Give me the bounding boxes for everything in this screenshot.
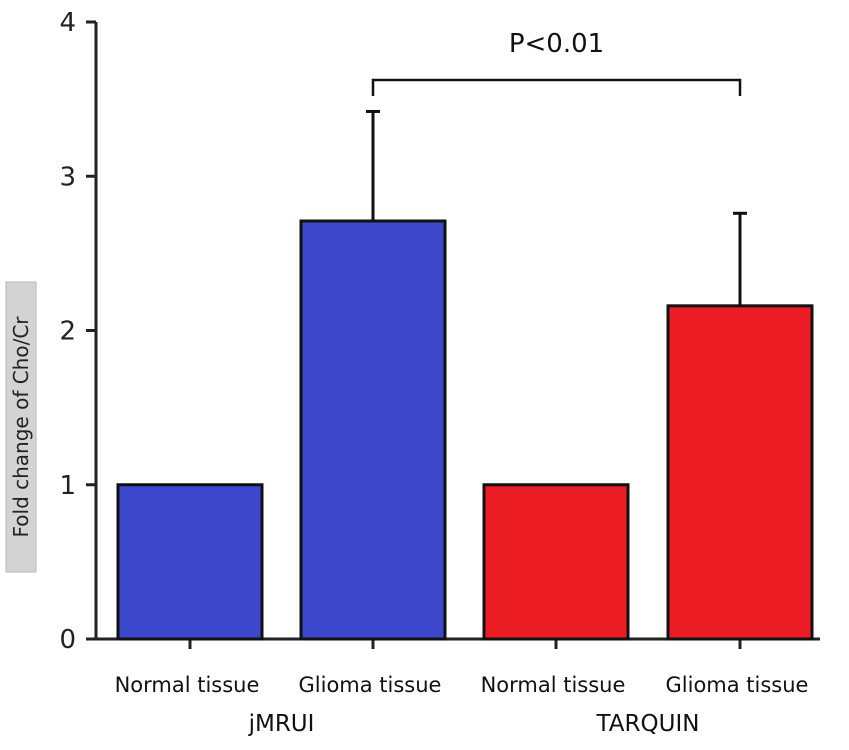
bar bbox=[482, 483, 630, 641]
group-label: TARQUIN bbox=[596, 711, 700, 737]
y-tick-label: 1 bbox=[59, 471, 76, 501]
y-tick-label: 2 bbox=[59, 317, 76, 347]
y-axis-label: Fold change of Cho/Cr bbox=[9, 316, 33, 538]
significance-label: P<0.01 bbox=[509, 29, 604, 59]
bar bbox=[299, 219, 447, 641]
category-label: Glioma tissue bbox=[666, 673, 809, 697]
error-bars bbox=[366, 109, 747, 306]
y-tick-label: 4 bbox=[59, 8, 76, 38]
y-tick-label: 0 bbox=[59, 625, 76, 655]
category-label: Glioma tissue bbox=[299, 673, 442, 697]
bars bbox=[116, 219, 814, 641]
y-axis-label-box: Fold change of Cho/Cr bbox=[5, 281, 37, 573]
category-label: Normal tissue bbox=[115, 673, 260, 697]
category-label: Normal tissue bbox=[481, 673, 626, 697]
significance-bracket bbox=[371, 78, 742, 96]
significance-annotation: P<0.01 bbox=[371, 29, 742, 96]
y-tick-label: 3 bbox=[59, 162, 76, 192]
group-label: jMRUI bbox=[248, 711, 315, 737]
bar bbox=[666, 304, 814, 641]
bar bbox=[116, 483, 264, 641]
category-labels: Normal tissue Glioma tissue Normal tissue G… bbox=[115, 673, 809, 737]
